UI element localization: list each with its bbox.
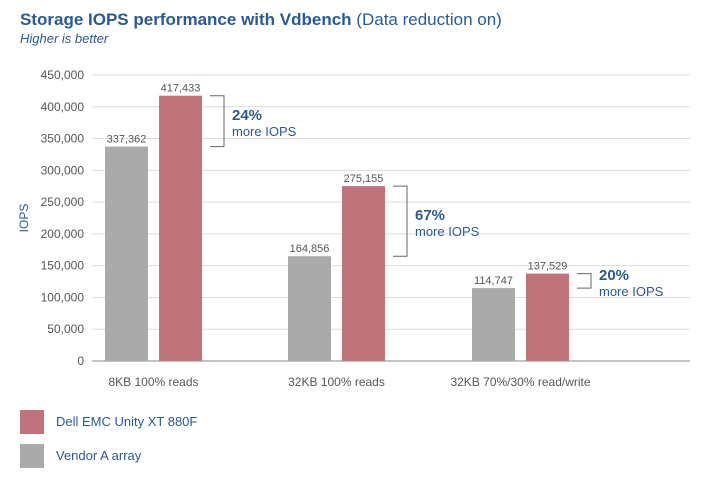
chart-subtitle: Higher is better: [20, 31, 109, 46]
annotation-text: more IOPS: [415, 224, 480, 239]
chart-title-main: Storage IOPS performance with Vdbench: [20, 10, 352, 29]
data-label: 137,529: [528, 261, 568, 273]
annotation-percent: 20%: [599, 267, 629, 284]
category-label: 32KB 70%/30% read/write: [450, 375, 590, 389]
y-tick-label: 150,000: [41, 259, 85, 273]
y-axis-label: IOPS: [17, 204, 31, 233]
bar-chart: 0 50,000 100,000 150,000 200,000 250,000 300,0…: [17, 68, 690, 389]
annotation-text: more IOPS: [232, 124, 297, 139]
annotation-text: more IOPS: [599, 284, 664, 299]
y-tick-label: 350,000: [41, 132, 85, 146]
y-tick-label: 0: [77, 354, 84, 368]
y-tick-label: 50,000: [47, 322, 84, 336]
legend-item-dell: Dell EMC Unity XT 880F: [20, 410, 420, 434]
data-label: 417,433: [161, 83, 201, 95]
category-label: 32KB 100% reads: [288, 375, 385, 389]
bar-vendor-a: [105, 146, 148, 361]
annotation-bracket: [577, 273, 592, 289]
y-tick-label: 200,000: [41, 227, 85, 241]
y-tick-label: 400,000: [41, 100, 85, 114]
chart-title-suffix: (Data reduction on): [351, 10, 502, 29]
annotation-percent: 24%: [232, 107, 262, 124]
category-label: 8KB 100% reads: [108, 375, 198, 389]
bar-dell: [342, 186, 385, 361]
legend-swatch-dell: [20, 410, 44, 434]
data-label: 114,747: [474, 275, 513, 287]
y-tick-label: 100,000: [41, 290, 85, 304]
annotation-bracket: [393, 185, 408, 257]
legend-label-vendor-a: Vendor A array: [56, 448, 142, 463]
data-label: 337,362: [107, 134, 147, 146]
bar-vendor-a: [472, 288, 515, 361]
legend-swatch-vendor-a: [20, 444, 44, 468]
bar-dell: [159, 95, 202, 362]
bar-vendor-a: [288, 256, 331, 361]
legend-label-dell: Dell EMC Unity XT 880F: [56, 414, 198, 429]
bar-dell: [526, 273, 569, 361]
y-tick-label: 450,000: [41, 68, 85, 82]
y-tick-label: 300,000: [41, 163, 85, 177]
y-tick-label: 250,000: [41, 195, 85, 209]
annotation-percent: 67%: [415, 207, 445, 224]
data-label: 164,856: [290, 243, 330, 255]
legend-item-vendor-a: Vendor A array: [20, 444, 420, 468]
data-label: 275,155: [344, 173, 384, 185]
annotation-bracket: [210, 95, 225, 148]
chart-title: Storage IOPS performance with Vdbench (D…: [20, 10, 502, 30]
